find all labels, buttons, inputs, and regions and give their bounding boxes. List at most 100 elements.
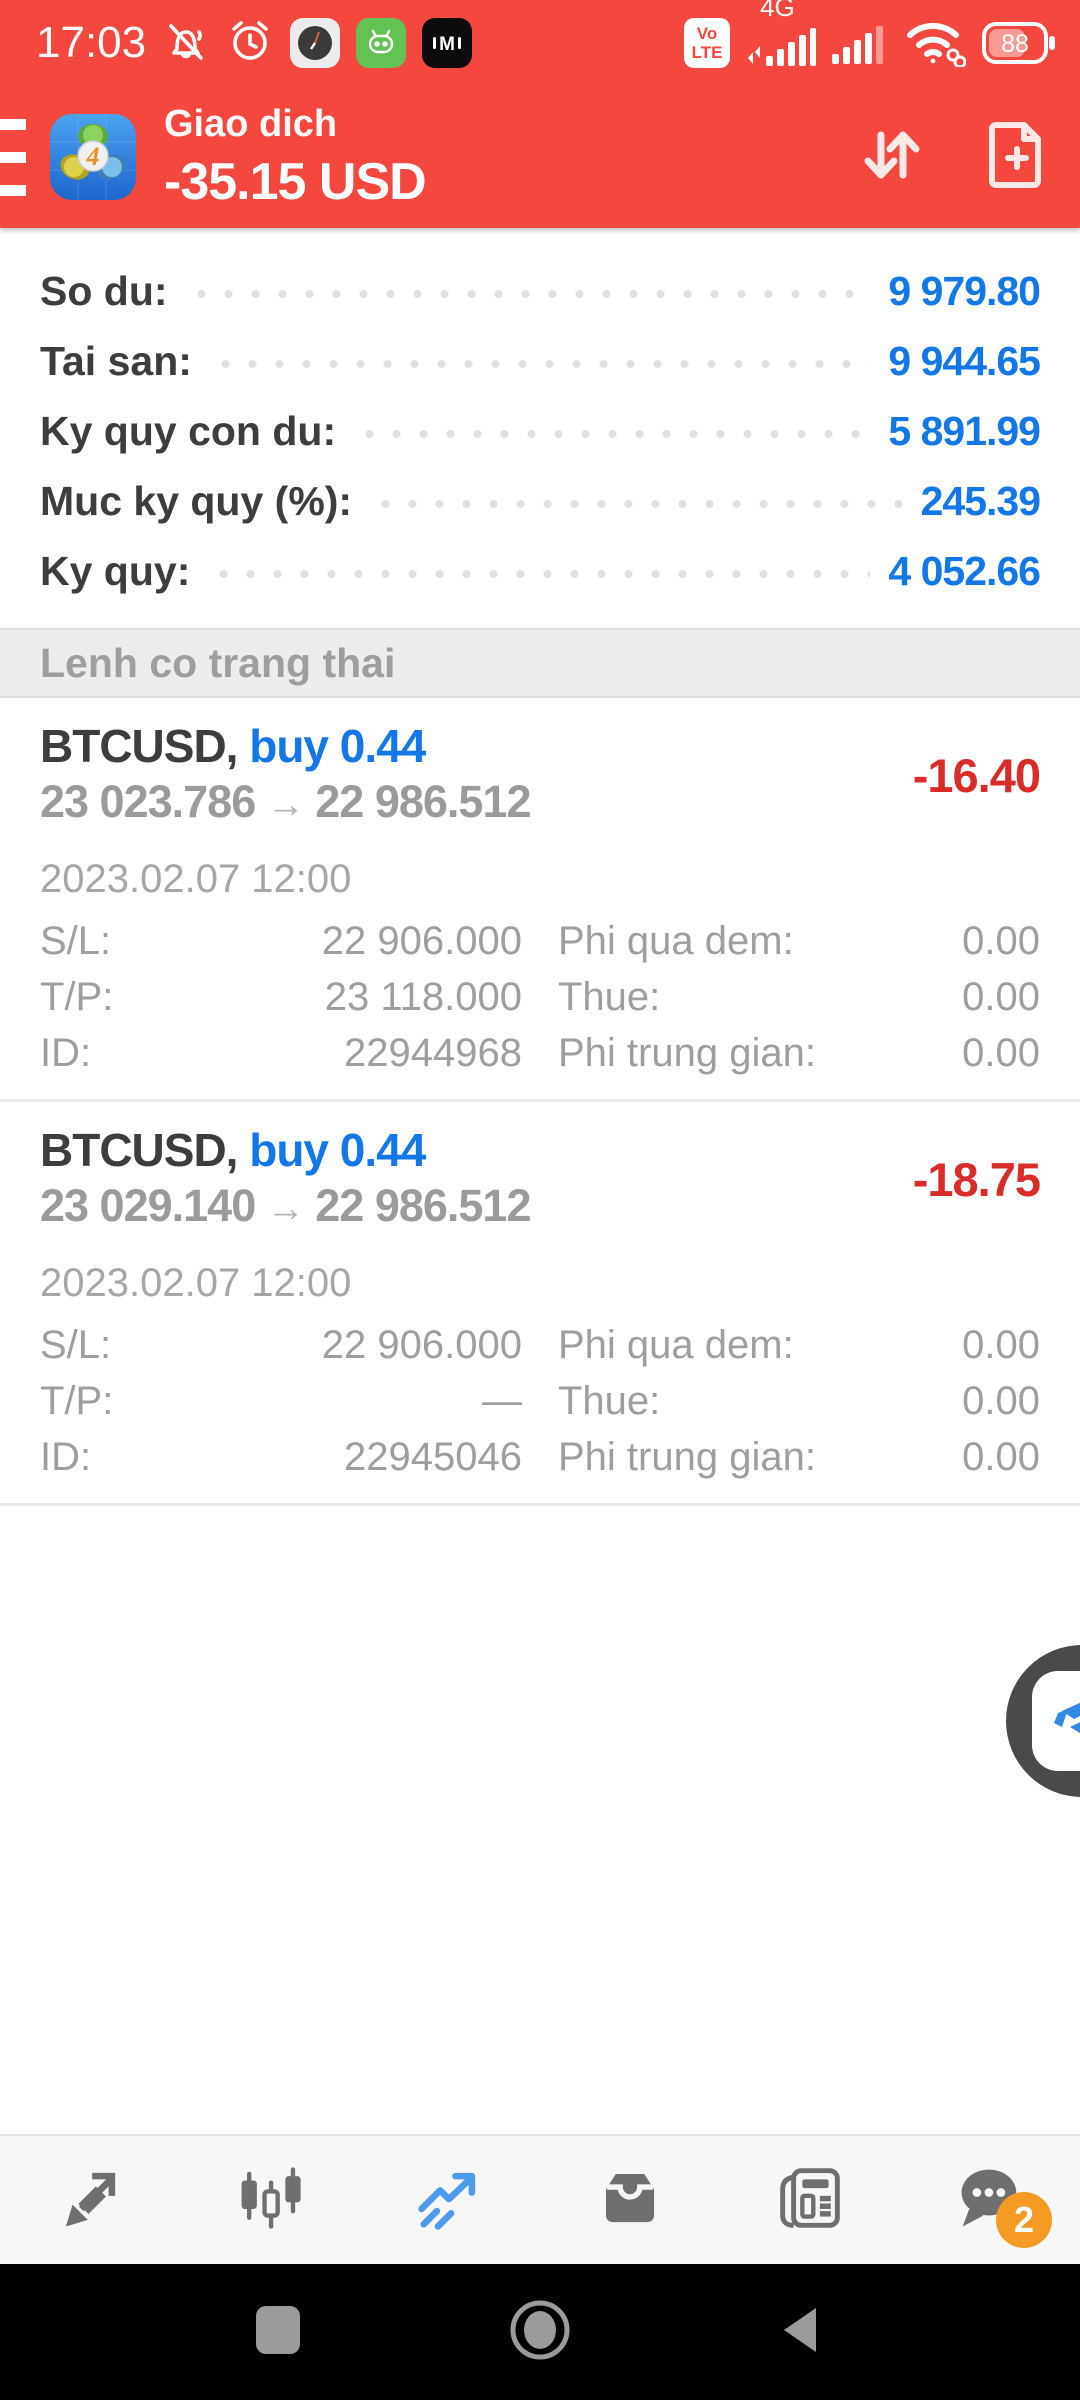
summary-row-margin: Ky quy: 4 052.66 [40,536,1041,606]
position-row-1[interactable]: BTCUSD, buy 0.44 23 023.786 → 22 986.512… [0,698,1080,1099]
dotted-leader [356,429,871,439]
id-value: 22945046 [344,1435,522,1479]
app-bar: 4 Giao dich -35.15 USD [0,86,1080,228]
id-value: 22944968 [344,1031,522,1075]
position-details: S/L: 22 906.000 Phi qua dem: 0.00 T/P: — Th… [40,1317,1040,1485]
id-label: ID: [40,1031,92,1075]
summary-label: Ky quy con du: [40,407,337,454]
sort-icon[interactable] [856,119,928,196]
arrow-right-icon: → [266,1188,305,1230]
tp-value: 23 118.000 [324,975,522,1019]
android-nav-bar [0,2264,1080,2400]
section-title: Lenh co trang thai [40,639,396,686]
summary-value: 5 891.99 [888,407,1041,454]
status-time: 17:03 [36,18,147,67]
status-bar: 17:03 [0,0,1080,86]
dotted-leader [211,359,871,369]
page-title: Giao dich [164,102,338,145]
sl-label: S/L: [40,1323,112,1367]
floating-overlay-button[interactable] [1006,1645,1080,1797]
network-type-label: 4G [760,0,795,22]
tp-value: — [482,1379,522,1423]
position-profit: -16.40 [912,749,1041,802]
back-button[interactable] [774,2302,830,2363]
green-app-icon [356,18,407,68]
wifi-icon [904,15,967,72]
dotted-leader [372,499,903,509]
tax-value: 0.00 [962,1379,1040,1423]
current-price: 22 986.512 [315,776,531,827]
signal-2-icon [832,16,888,71]
alarm-icon [226,17,274,70]
recents-button[interactable] [250,2302,306,2363]
sl-label: S/L: [40,919,112,963]
menu-icon[interactable] [0,118,26,196]
mt4-app-icon: 4 [48,112,138,202]
id-label: ID: [40,1435,92,1479]
tax-value: 0.00 [962,975,1040,1019]
tab-trade-active[interactable] [360,2136,540,2264]
history-icon [595,2163,665,2238]
sl-value: 22 906.000 [321,1323,522,1367]
battery-icon: 88 [982,21,1058,65]
summary-label: Muc ky quy (%): [40,477,353,524]
commission-value: 0.00 [962,1031,1040,1075]
summary-value: 4 052.66 [888,547,1041,594]
position-prices: 23 023.786 → 22 986.512 [40,774,532,833]
divider [0,1099,1080,1102]
messages-badge: 2 [996,2192,1052,2248]
summary-row-margin-level: Muc ky quy (%): 245.39 [40,466,1041,536]
floating-pl-total: -35.15 USD [164,152,427,211]
arrow-right-icon: → [266,784,305,826]
signal-4g-icon: 4G [746,0,816,68]
tab-quotes[interactable] [0,2136,180,2264]
swap-value: 0.00 [962,919,1040,963]
tab-history[interactable] [540,2136,720,2264]
open-price: 23 029.140 [40,1180,256,1231]
dotted-leader [210,569,871,579]
swap-label: Phi qua dem: [558,1323,794,1367]
position-symbol-line: BTCUSD, buy 0.44 [40,718,531,774]
current-price: 22 986.512 [315,1180,531,1231]
positions-section-header: Lenh co trang thai [0,628,1080,698]
tab-messages[interactable]: 2 [900,2136,1080,2264]
swap-label: Phi qua dem: [558,919,794,963]
commission-label: Phi trung gian: [558,1031,816,1075]
svg-text:M: M [439,34,455,55]
dotted-leader [187,289,871,299]
tab-charts[interactable] [180,2136,360,2264]
summary-value: 245.39 [920,477,1041,524]
position-datetime: 2023.02.07 12:00 [40,1261,352,1305]
summary-row-balance: So du: 9 979.80 [40,256,1041,326]
home-button[interactable] [507,2297,573,2368]
m-app-icon: M [422,18,473,68]
summary-label: Ky quy: [40,547,191,594]
position-symbol-line: BTCUSD, buy 0.44 [40,1122,531,1178]
position-datetime: 2023.02.07 12:00 [40,857,352,901]
summary-row-equity: Tai san: 9 944.65 [40,326,1041,396]
sl-value: 22 906.000 [321,919,522,963]
volte-icon: Vo LTE [684,18,730,68]
charts-icon [235,2163,305,2238]
tab-news[interactable] [720,2136,900,2264]
divider [0,1503,1080,1506]
position-side-volume: buy 0.44 [249,1124,426,1176]
bottom-nav: 2 [0,2134,1080,2264]
new-order-icon[interactable] [984,119,1050,196]
summary-value: 9 944.65 [888,337,1041,384]
position-row-2[interactable]: BTCUSD, buy 0.44 23 029.140 → 22 986.512… [0,1102,1080,1503]
clock-app-icon [290,18,341,68]
summary-row-free-margin: Ky quy con du: 5 891.99 [40,396,1041,466]
summary-label: So du: [40,267,168,314]
quotes-icon [55,2163,125,2238]
tp-label: T/P: [40,975,114,1019]
tax-label: Thue: [558,975,661,1019]
tp-label: T/P: [40,1379,114,1423]
vibrate-muted-icon [162,17,210,70]
position-side-volume: buy 0.44 [249,720,426,772]
news-icon [775,2163,845,2238]
tax-label: Thue: [558,1379,661,1423]
account-summary: So du: 9 979.80 Tai san: 9 944.65 Ky quy… [0,228,1080,628]
mt4-badge-number: 4 [86,142,100,171]
